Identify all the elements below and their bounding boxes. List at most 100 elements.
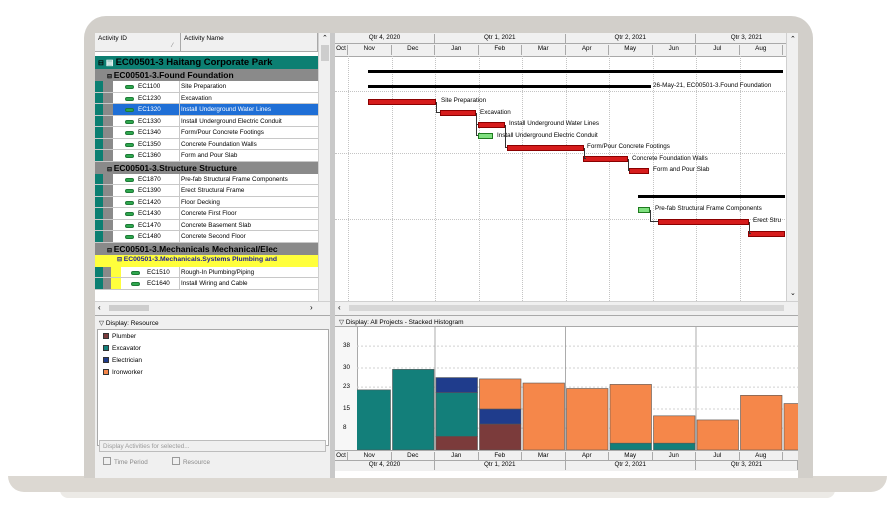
scroll-thumb[interactable] [349,305,784,311]
activity-bar-site-preparation[interactable] [368,99,436,105]
scroll-thumb[interactable] [109,305,149,311]
activity-label: Site Preparation [441,97,487,104]
histogram-header[interactable]: ▽ Display: All Projects - Stacked Histog… [335,316,798,327]
activity-bar-electric-conduit[interactable] [478,133,493,139]
scroll-down-icon[interactable]: ⌄ [790,290,796,297]
gantt-vertical-scrollbar[interactable]: ⌃ ⌄ [786,33,798,301]
activity-row[interactable]: EC1430 Concrete First Floor [95,208,318,220]
activity-name: Rough-In Plumbing/Piping [181,268,255,276]
structure-summary-bar[interactable] [638,195,785,198]
activity-row[interactable]: EC1470 Concrete Basement Slab [95,219,318,231]
collapse-icon[interactable]: ⊟ [107,166,114,173]
resource-label: Plumber [112,333,137,340]
activity-bar-erect-frame[interactable] [658,219,749,225]
column-divider [179,92,180,103]
scroll-left-icon[interactable]: ‹ [98,303,101,312]
collapse-icon[interactable]: ⊟ [107,74,114,80]
activity-bar-footings[interactable] [507,145,584,151]
group-summary-bar[interactable] [368,85,651,88]
relationship-line[interactable] [476,113,478,125]
summary-bar-label: 26-May-21, EC00501-3.Found Foundation [653,82,772,89]
activity-icon [125,154,134,158]
activity-row[interactable]: EC1870 Pre-fab Structural Frame Component… [95,173,318,185]
wbs-group-row[interactable]: ⊟ EC00501-3.Mechanicals Mechanical/Elec [95,242,318,255]
activity-table: Activity ID Activity Name ⁄ ⊟ ▤ EC00501-… [95,33,331,301]
activity-row[interactable]: EC1320 Install Underground Water Lines [95,104,318,116]
timescale-quarter: Qtr 2, 2021 [566,34,696,43]
timescale-month: Oct [335,45,348,55]
activity-name: Floor Decking [181,198,220,206]
column-header-activity-name[interactable]: Activity Name [181,33,318,52]
panel-splitter[interactable] [330,33,335,478]
resource-item-electrician[interactable]: Electrician [103,357,142,364]
activity-bar-excavation[interactable] [440,110,476,116]
wbs-band [103,278,111,289]
gantt-bars: 26-May-21, EC00501-3.Found Foundation Sit… [335,56,785,301]
collapse-icon[interactable]: ⊟ [107,247,114,254]
activity-label: Erect Stru [753,217,781,224]
relationship-line[interactable] [476,125,478,136]
histogram-quarter: Qtr 1, 2021 [435,461,566,470]
activity-icon [125,200,134,205]
relationship-line[interactable] [505,125,507,148]
relationship-line[interactable] [628,159,630,171]
activity-name: Concrete Foundation Walls [181,140,257,148]
activity-id: EC1320 [138,106,161,113]
collapse-icon[interactable]: ⊟ [98,60,106,67]
histogram-month: Jun [653,452,696,460]
activity-label: Concrete Foundation Walls [632,155,708,162]
activity-bar-slab[interactable] [629,168,649,174]
activity-bar-prefab[interactable] [638,207,650,213]
activity-icon [125,96,134,101]
activity-bar-water-lines[interactable] [478,122,505,128]
wbs-group-row[interactable]: ⊟ EC00501-3.Structure Structure [95,161,318,174]
activity-row[interactable]: EC1330 Install Underground Electric Condu… [95,115,318,127]
scroll-left-icon[interactable]: ‹ [338,303,341,312]
timescale-month: Mar [522,45,566,55]
activity-row[interactable]: EC1420 Floor Decking [95,196,318,208]
relationship-line[interactable] [650,210,658,222]
gantt-horizontal-scrollbar[interactable]: ‹ [335,301,798,313]
activity-icon [125,108,134,112]
activity-row[interactable]: EC1510 Rough-In Plumbing/Piping [95,266,318,278]
activity-id: EC1390 [138,187,161,194]
activity-row[interactable]: EC1100 Site Preparation [95,81,318,93]
activity-row[interactable]: EC1640 Install Wiring and Cable [95,278,318,290]
resource-item-excavator[interactable]: Excavator [103,345,141,352]
activity-row[interactable]: EC1480 Concrete Second Floor [95,231,318,243]
collapse-icon[interactable]: ⊟ [117,256,124,263]
timescale-month: Apr [566,45,609,55]
resource-item-ironworker[interactable]: Ironworker [103,369,143,376]
activity-row[interactable]: EC1340 Form/Pour Concrete Footings [95,127,318,139]
activity-row[interactable]: EC1390 Erect Structural Frame [95,185,318,197]
activity-icon [131,270,140,275]
project-row[interactable]: ⊟ ▤ EC00501-3 Haitang Corporate Park [95,56,318,69]
histogram-bar-ironworker-sep [783,403,798,450]
activity-id: EC1430 [138,210,161,217]
activity-row[interactable]: EC1350 Concrete Foundation Walls [95,138,318,150]
relationship-line[interactable] [749,222,751,234]
resource-checkbox[interactable]: Resource [172,457,210,466]
column-header-activity-id[interactable]: Activity ID [95,33,181,52]
time-period-checkbox[interactable]: Time Period [103,457,148,466]
project-summary-bar[interactable] [368,70,783,73]
table-vertical-scrollbar[interactable]: ⌃ [318,33,331,301]
activity-row[interactable]: EC1360 Form and Pour Slab [95,150,318,162]
scroll-up-icon[interactable]: ⌃ [322,35,328,42]
scroll-thumb[interactable] [321,45,329,61]
relationship-line[interactable] [584,148,586,159]
scroll-right-icon[interactable]: › [310,303,313,312]
resource-panel-header[interactable]: ▽ Display: Resource [99,319,159,327]
wbs-group-row[interactable]: ⊟ EC00501-3.Found Foundation [95,69,318,81]
activity-row[interactable]: EC1230 Excavation [95,92,318,104]
relationship-line[interactable] [436,102,440,113]
display-activities-button[interactable]: Display Activities for selected... [99,440,326,452]
activity-bar-floor-decking[interactable] [748,231,785,237]
wbs-group-row[interactable]: ⊟ EC00501-3.Mechanicals.Systems Plumbing… [95,254,318,267]
scroll-up-icon[interactable]: ⌃ [790,36,796,43]
activity-bar-foundation-walls[interactable] [583,156,628,162]
activity-id: EC1480 [138,233,161,240]
wbs-band [95,92,103,103]
resource-item-plumber[interactable]: Plumber [103,333,136,340]
table-horizontal-scrollbar[interactable]: ‹ › [95,301,330,314]
